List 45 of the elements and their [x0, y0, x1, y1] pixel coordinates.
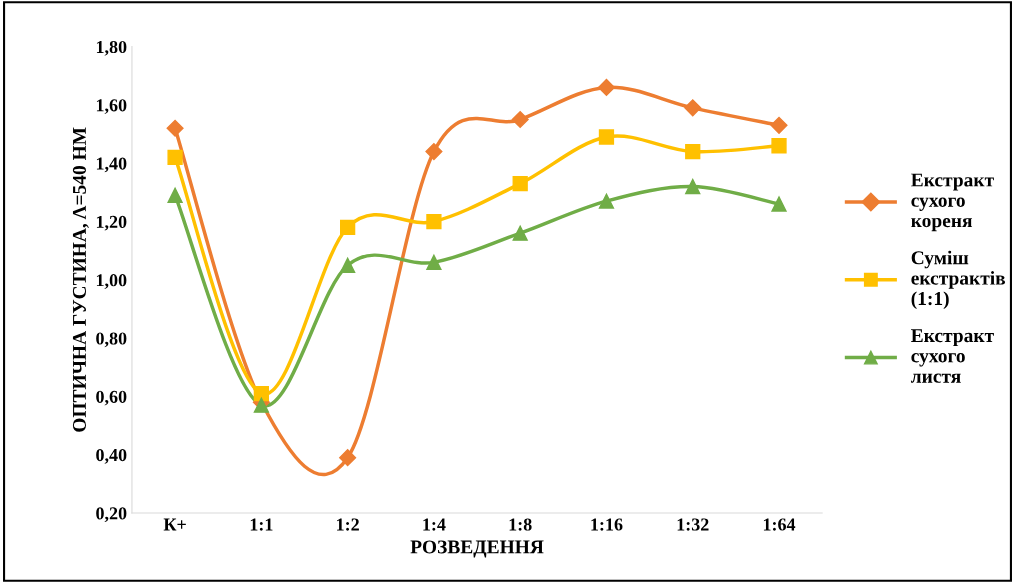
y-tick-label: 0,40	[96, 449, 127, 464]
x-tick-label: 1:64	[763, 518, 796, 531]
y-tick-label: 1,20	[96, 215, 127, 231]
x-tick-label: К+	[163, 518, 186, 531]
y-tick-label: 1,00	[96, 274, 127, 289]
legend-label: Екстракт сухого листя	[910, 329, 994, 383]
point	[167, 187, 183, 203]
y-tick-label: 0,20	[96, 507, 127, 523]
point	[426, 213, 442, 230]
point	[339, 257, 356, 273]
point	[253, 397, 270, 413]
point	[253, 385, 270, 402]
point	[597, 78, 616, 97]
point	[770, 116, 788, 134]
point	[512, 225, 528, 241]
point	[771, 138, 787, 154]
x-tick-label: 1:16	[591, 518, 623, 531]
x-tick-label: 1:4	[423, 518, 446, 531]
point	[684, 99, 702, 117]
y-tick-label: 0,60	[96, 390, 127, 406]
point	[685, 143, 701, 160]
x-axis-title: РОЗВЕДЕННЯ	[410, 540, 544, 558]
point	[598, 193, 615, 209]
x-tick-label: 1:1	[250, 518, 273, 531]
y-tick-label: 1,40	[96, 157, 127, 173]
point	[426, 254, 442, 270]
point	[685, 178, 701, 195]
point	[425, 143, 443, 161]
legend-label: Екстракт сухого кореня	[911, 173, 994, 232]
point	[167, 149, 183, 166]
point	[166, 119, 184, 137]
point	[511, 110, 529, 129]
x-tick-label: 1:8	[509, 518, 532, 531]
y-tick-label: 1,80	[96, 40, 127, 56]
legend-label: Суміш екстрактів (1:1)	[911, 250, 1006, 310]
point	[339, 219, 356, 236]
x-tick-label: 1:32	[677, 518, 709, 531]
y-tick-label: 0,80	[96, 332, 127, 348]
point	[771, 196, 787, 212]
x-tick-label: 1:2	[337, 518, 359, 531]
y-axis-title: ОПТИЧНА ГУСТИНА, Λ=540 НМ	[72, 127, 89, 432]
point	[339, 449, 357, 467]
point	[512, 176, 528, 192]
y-tick-label: 1,60	[96, 99, 127, 114]
point	[598, 129, 615, 145]
